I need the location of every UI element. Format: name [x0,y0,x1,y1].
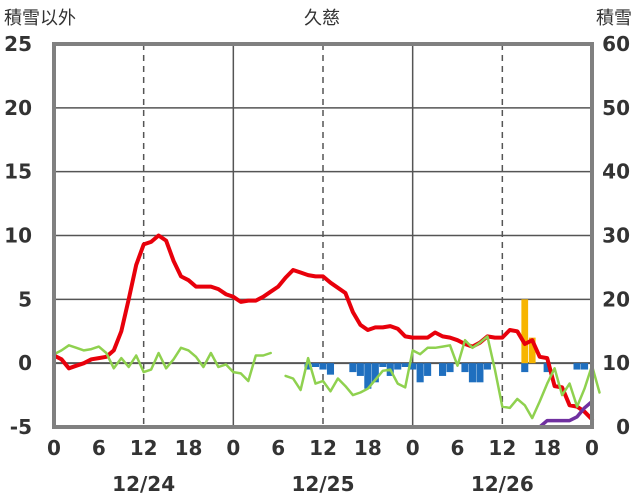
blue-bar [401,363,409,367]
blue-bar [483,363,491,370]
blue-bar [379,363,387,367]
x-tick-label: 18 [533,436,561,460]
x-tick-label: 0 [585,436,599,460]
blue-bar [349,363,357,373]
x-tick-label: 0 [226,436,240,460]
x-tick-label: 6 [451,436,465,460]
right-tick-label: 50 [602,96,630,120]
blue-bar [580,363,589,370]
blue-bar [424,363,432,376]
plot-frame [52,42,594,429]
day-label: 12/24 [112,472,175,496]
green-series-line [52,344,272,383]
blue-bar [371,363,379,383]
blue-bar [394,363,402,370]
blue-bar [304,363,312,370]
x-tick-label: 18 [354,436,382,460]
bars [304,299,589,389]
right-tick-label: 60 [602,32,630,56]
right-tick-label: 20 [602,287,630,311]
series-lines [52,233,601,429]
purple-series-line [52,399,594,429]
x-tick-label: 18 [175,436,203,460]
x-tick-label: 6 [271,436,285,460]
red-series-line [52,233,594,422]
orange-bar [521,299,529,364]
blue-bar [543,363,551,373]
plot-border [52,42,594,429]
x-tick-label: 12 [309,436,337,460]
left-axis-title: 積雪以外 [4,8,76,29]
x-tick-label: 0 [406,436,420,460]
green-series-line [284,335,601,420]
chart-title: 久慈 [304,8,340,29]
blue-bar [446,363,454,373]
left-tick-label: 15 [4,160,32,184]
right-tick-label: 40 [602,160,630,184]
blue-bar [311,363,320,367]
left-tick-label: 5 [18,287,32,311]
x-tick-label: 12 [488,436,516,460]
blue-bar [521,363,529,373]
day-label: 12/26 [471,472,534,496]
left-tick-label: 25 [4,32,32,56]
blue-bar [409,363,417,370]
right-axis-title: 積雪 [596,8,632,29]
blue-bar [439,363,447,376]
right-tick-label: 30 [602,224,630,248]
blue-bar [573,363,581,370]
x-tick-label: 0 [47,436,61,460]
left-tick-label: 0 [18,351,32,375]
x-tick-label: 12 [130,436,158,460]
blue-bar [461,363,469,373]
blue-bar [476,363,484,383]
x-tick-label: 6 [92,436,106,460]
left-tick-label: -5 [10,415,32,439]
right-tick-label: 10 [602,351,630,375]
blue-bar [319,363,327,370]
day-label: 12/25 [292,472,355,496]
blue-bar [356,363,364,376]
right-tick-label: 0 [616,415,630,439]
left-tick-label: 20 [4,96,32,120]
blue-bar [326,363,335,375]
left-tick-label: 10 [4,224,32,248]
blue-bar [468,363,476,383]
blue-bar [416,363,424,383]
orange-bar [528,337,536,364]
blue-bar [364,363,372,389]
